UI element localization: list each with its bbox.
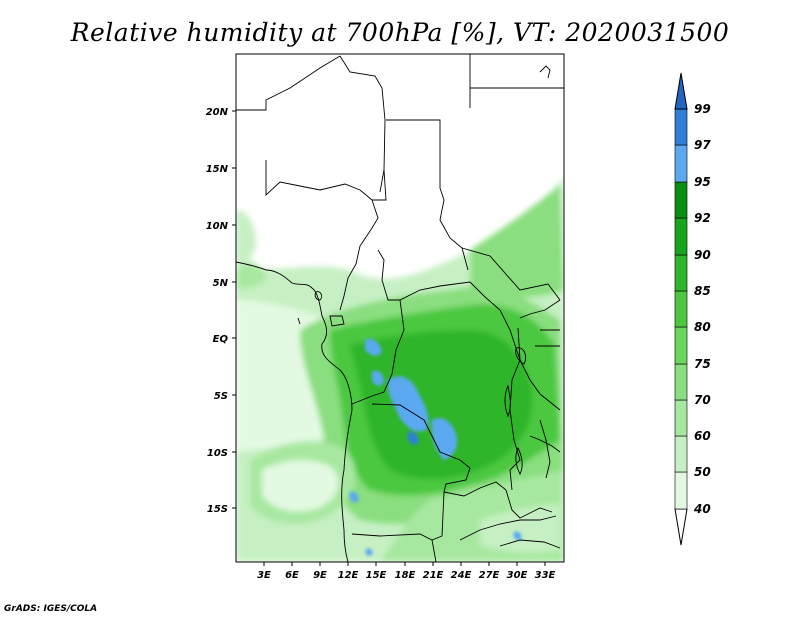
colorbar-segment: [674, 144, 688, 183]
colorbar-label: 70: [694, 393, 711, 407]
lon-label: 33E: [535, 570, 556, 581]
map-title: Relative humidity at 700hPa [%], VT: 202…: [70, 18, 730, 47]
colorbar-segment: [674, 290, 688, 328]
colorbar-label: 50: [694, 465, 711, 479]
lat-label: 10S: [207, 448, 228, 459]
colorbar-label: 90: [694, 248, 711, 262]
colorbar: 40 50 60 70 75 80 85 90 92 95 97 99: [674, 72, 711, 546]
colorbar-label: 99: [694, 102, 711, 116]
colorbar-label: 80: [694, 320, 711, 334]
colorbar-segment: [674, 471, 688, 510]
colorbar-segment: [674, 108, 688, 146]
longitude-axis: 3E 6E 9E 12E 15E 18E 21E 24E 27E 30E 33E: [257, 562, 556, 581]
lon-label: 21E: [423, 570, 444, 581]
lat-label: 20N: [206, 107, 229, 118]
colorbar-label: 85: [694, 284, 711, 298]
latitude-axis: 20N 15N 10N 5N EQ 5S 10S 15S: [206, 107, 236, 515]
colorbar-segment: [674, 181, 688, 219]
lat-label: 10N: [206, 221, 229, 232]
colorbar-label: 97: [694, 138, 711, 152]
colorbar-low-arrow: [674, 508, 688, 546]
lon-label: 15E: [366, 570, 387, 581]
lon-label: 30E: [507, 570, 528, 581]
colorbar-high-arrow: [674, 72, 688, 110]
colorbar-segment: [674, 435, 688, 473]
lat-label: 15N: [206, 164, 229, 175]
colorbar-segment: [674, 326, 688, 365]
humidity-shading: [236, 178, 564, 562]
colorbar-label: 60: [694, 429, 711, 443]
lat-label: EQ: [213, 334, 229, 345]
lon-label: 9E: [313, 570, 327, 581]
grads-credit: GrADS: IGES/COLA: [4, 604, 98, 614]
lat-label: 5S: [214, 391, 228, 402]
map-frame: [235, 53, 565, 563]
lat-label: 5N: [213, 278, 229, 289]
lat-label: 15S: [207, 504, 228, 515]
lon-label: 3E: [257, 570, 271, 581]
country-borders: [236, 54, 564, 562]
lon-label: 6E: [285, 570, 299, 581]
colorbar-segment: [674, 399, 688, 437]
lon-label: 27E: [479, 570, 500, 581]
colorbar-label: 40: [693, 502, 711, 516]
colorbar-segment: [674, 217, 688, 256]
lon-label: 18E: [395, 570, 416, 581]
colorbar-label: 92: [694, 211, 711, 225]
lon-label: 12E: [338, 570, 359, 581]
colorbar-label: 75: [694, 357, 711, 371]
lon-label: 24E: [451, 570, 472, 581]
colorbar-segment: [674, 254, 688, 292]
colorbar-label: 95: [694, 175, 711, 189]
colorbar-segment: [674, 363, 688, 401]
